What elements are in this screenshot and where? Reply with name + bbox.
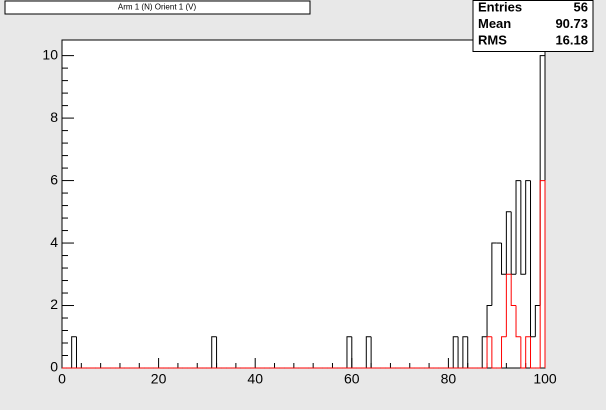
histogram-bin <box>365 336 372 368</box>
histogram-bin <box>530 336 536 369</box>
histogram-bin <box>539 180 546 368</box>
histogram-bin <box>452 336 459 368</box>
histogram-bin <box>462 336 468 368</box>
stats-label: RMS <box>478 32 507 47</box>
x-tick-label: 20 <box>151 371 167 387</box>
plot-frame <box>61 39 546 369</box>
histogram-bin <box>525 180 531 275</box>
x-tick-label: 80 <box>441 371 457 387</box>
histogram-bin <box>346 336 352 368</box>
histogram-bin <box>505 211 512 275</box>
stats-value: 56 <box>574 0 588 14</box>
histogram-bin <box>491 336 497 369</box>
x-tick-label: 60 <box>344 371 360 387</box>
histogram-bin <box>520 180 526 275</box>
stats-box <box>472 0 594 52</box>
x-tick-label: 40 <box>247 371 263 387</box>
y-tick-label: 6 <box>50 171 58 187</box>
y-tick-label: 4 <box>50 234 58 250</box>
histogram-bin <box>491 242 497 306</box>
x-tick-label: 100 <box>533 371 557 387</box>
histogram-bin <box>486 336 492 368</box>
histogram-bin <box>501 243 507 275</box>
histogram-bin <box>501 336 507 368</box>
y-tick-label: 0 <box>50 359 58 375</box>
histogram-bin <box>534 305 541 337</box>
histogram-bin <box>515 305 521 338</box>
title-box <box>4 0 311 15</box>
stats-value: 16.18 <box>555 32 588 47</box>
histogram-bin <box>515 180 521 275</box>
histogram-bin <box>505 273 512 337</box>
histogram-bin <box>510 274 517 307</box>
stats-value: 90.73 <box>555 16 588 31</box>
histogram-bin <box>71 336 77 368</box>
chart-title: Arm 1 (N) Orient 1 (V) <box>118 3 197 12</box>
x-tick-label: 0 <box>58 371 66 387</box>
stats-label: Mean <box>478 16 511 31</box>
histogram-bin <box>486 305 492 337</box>
histogram-bin <box>520 336 526 369</box>
histogram-bin <box>481 336 488 368</box>
y-tick-label: 2 <box>50 296 58 312</box>
stats-label: Entries <box>478 0 522 14</box>
y-tick-label: 10 <box>42 46 58 62</box>
histogram-bin <box>211 336 217 368</box>
y-tick-label: 8 <box>50 109 58 125</box>
histogram-bin <box>525 336 531 368</box>
